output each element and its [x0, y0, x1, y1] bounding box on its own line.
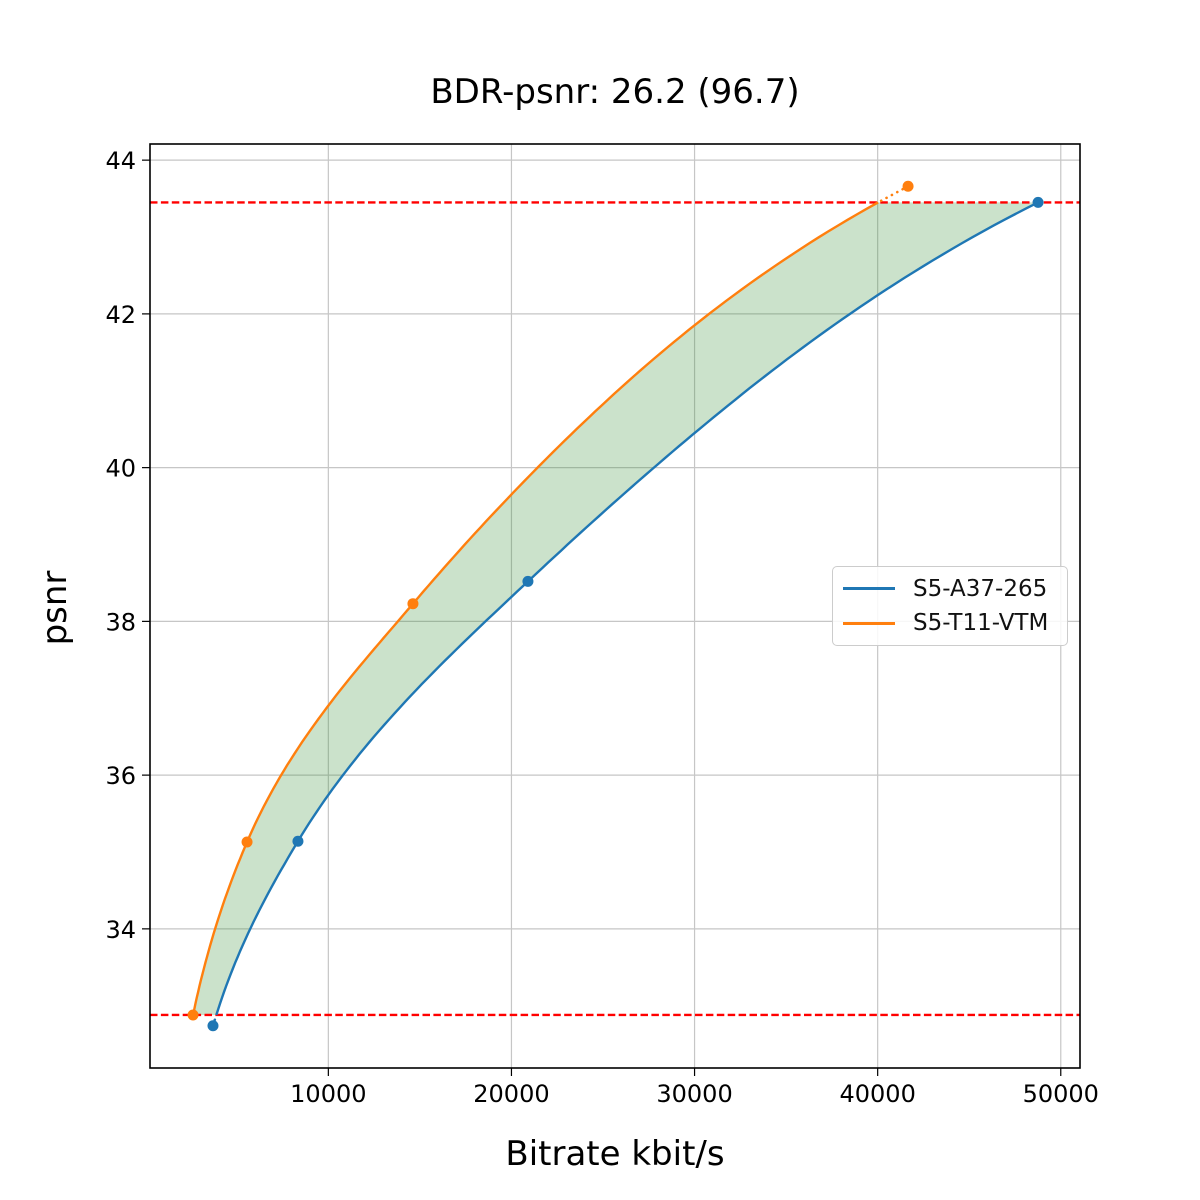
data-point-marker [207, 1020, 219, 1032]
legend-label: S5-T11-VTM [913, 610, 1049, 637]
x-tick-label: 20000 [473, 1080, 549, 1108]
x-axis-label: Bitrate kbit/s [505, 1134, 725, 1174]
legend-line-icon [843, 587, 895, 591]
plot-border [149, 143, 1081, 1069]
x-tick-label: 10000 [290, 1080, 366, 1108]
legend-item: S5-T11-VTM [843, 610, 1067, 636]
y-tick-label: 36 [105, 762, 136, 790]
dotted-connector [211, 1013, 218, 1028]
data-point-marker [1032, 196, 1044, 208]
legend-item: S5-A37-265 [843, 576, 1067, 602]
data-point-marker [187, 1009, 199, 1021]
data-point-marker [902, 180, 914, 192]
x-tick-label: 40000 [839, 1080, 915, 1108]
data-point-marker [522, 575, 534, 587]
curve-s5-a37-265 [215, 201, 1039, 1016]
data-point-marker [241, 836, 253, 848]
legend-label: S5-A37-265 [913, 575, 1048, 602]
y-tick-label: 40 [105, 455, 136, 483]
y-tick-label: 34 [105, 916, 136, 944]
legend-line-icon [843, 621, 895, 625]
y-tick-label: 44 [105, 147, 136, 175]
legend: S5-A37-265 S5-T11-VTM [832, 566, 1068, 646]
dotted-connector [876, 184, 910, 204]
chart-title: BDR-psnr: 26.2 (96.7) [430, 72, 800, 112]
y-tick-label: 38 [105, 608, 136, 636]
data-point-marker [292, 835, 304, 847]
y-tick-label: 42 [105, 301, 136, 329]
curve-s5-t11-vtm [191, 201, 879, 1016]
data-point-marker [407, 598, 419, 610]
x-tick-label: 50000 [1023, 1080, 1099, 1108]
x-tick-label: 30000 [656, 1080, 732, 1108]
